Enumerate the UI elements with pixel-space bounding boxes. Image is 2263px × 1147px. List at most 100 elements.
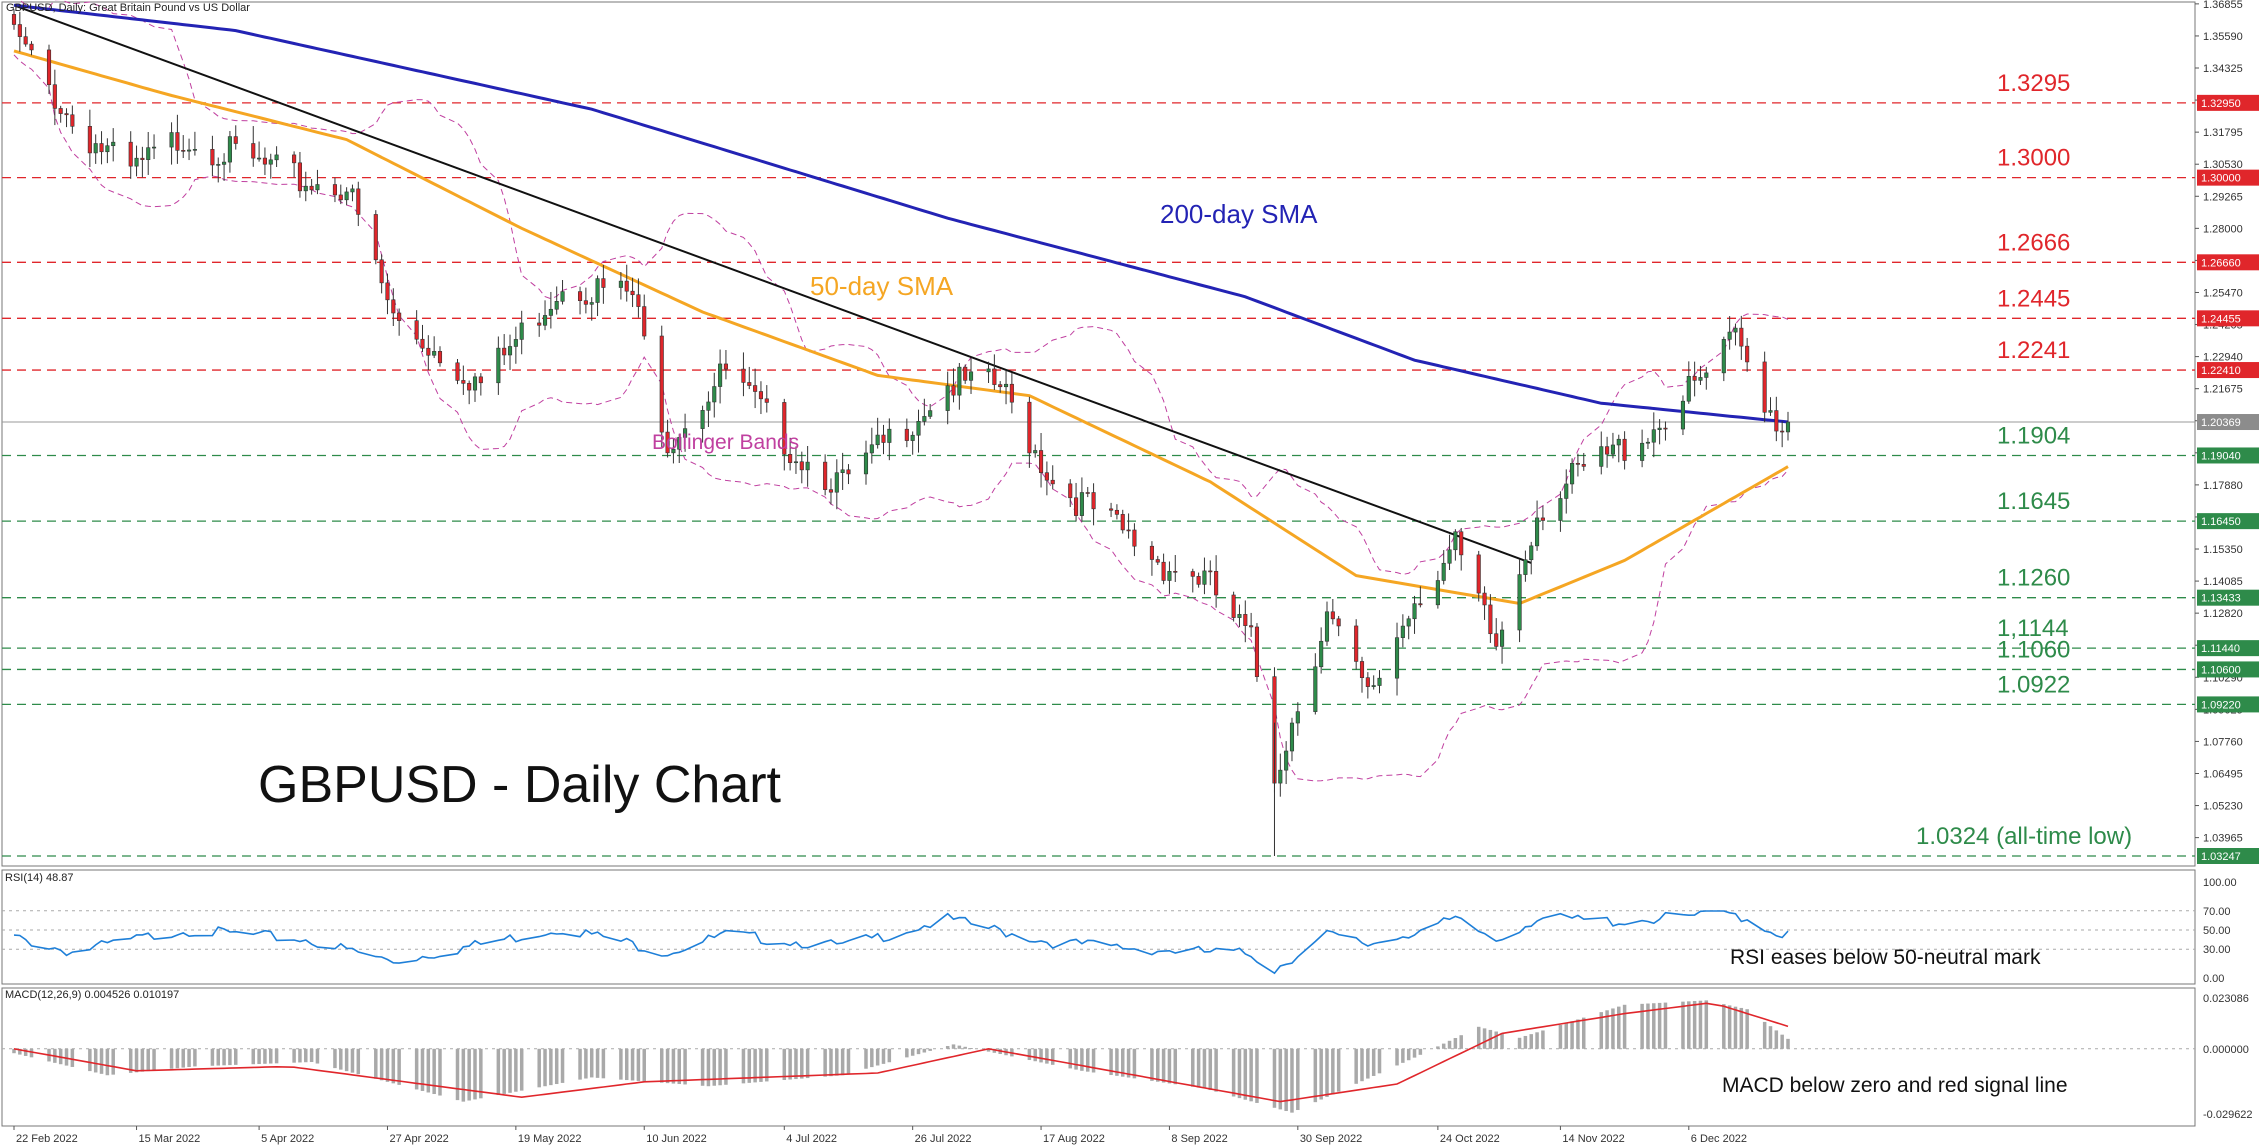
level-label-2: 1.2666 [1997, 229, 2070, 256]
candle-body [70, 114, 75, 127]
macd-bar [1436, 1046, 1440, 1049]
candle-body [1488, 604, 1493, 635]
macd-bar [1202, 1048, 1207, 1089]
macd-bar [1739, 1007, 1744, 1049]
macd-bar [193, 1048, 197, 1067]
macd-bar [1698, 1000, 1703, 1049]
macd-bar [269, 1048, 273, 1064]
macd-bar [1535, 1032, 1539, 1049]
candle-body [764, 398, 769, 403]
sma200-line [13, 3, 1789, 424]
candle-body [1050, 479, 1055, 485]
macd-bar [18, 1048, 22, 1055]
candle-body [99, 143, 104, 153]
candle-body [1319, 640, 1324, 668]
candle-body [718, 363, 723, 387]
price-tick-label: 1.21675 [2203, 384, 2243, 396]
macd-bar [1611, 1008, 1615, 1049]
macd-bar [537, 1048, 541, 1088]
level-tag-8 [2197, 640, 2259, 657]
candle-body [152, 146, 157, 149]
macd-bar [222, 1048, 226, 1066]
macd-bar [1622, 1004, 1627, 1049]
level-tag-1 [2197, 169, 2259, 186]
macd-bar [1576, 1019, 1580, 1049]
macd-bar [584, 1048, 588, 1079]
macd-bar [1296, 1048, 1300, 1111]
candle-body [1610, 444, 1615, 455]
macd-bar [963, 1046, 967, 1049]
price-tick-label: 1.31795 [2203, 127, 2243, 139]
macd-bar [1091, 1048, 1096, 1073]
candle-body [1651, 429, 1656, 443]
candle-body [472, 376, 478, 391]
candle-body [1459, 531, 1464, 556]
macd-bar [1156, 1048, 1160, 1082]
candle-body [11, 14, 17, 25]
candle-body [1039, 450, 1044, 473]
candle-body [268, 159, 273, 165]
candle-body [128, 141, 133, 167]
candle-body [1453, 531, 1458, 551]
candle-body [1657, 427, 1662, 430]
candle-body [1535, 517, 1540, 547]
candle-body [793, 461, 799, 464]
macd-bar [601, 1048, 606, 1079]
macd-bar [1191, 1048, 1195, 1087]
candle-body [210, 149, 215, 166]
macd-bar [1366, 1048, 1370, 1079]
candle-body [1529, 545, 1534, 561]
macd-bar [1068, 1048, 1072, 1069]
candle-body [1599, 446, 1604, 467]
candle-body [1254, 626, 1260, 677]
macd-bar [759, 1048, 763, 1082]
candle-body [1622, 438, 1627, 461]
candle-body [1476, 554, 1481, 594]
moving-averages [13, 3, 1789, 606]
candle-body [624, 280, 629, 292]
macd-bar [1733, 1006, 1738, 1049]
candle-body [187, 149, 192, 152]
candle-body [1167, 571, 1172, 581]
candle-body [315, 184, 320, 191]
macd-header: MACD(12,26,9) 0.004526 0.010197 [5, 989, 180, 1001]
macd-bar [560, 1048, 565, 1083]
macd-bar [1173, 1048, 1178, 1085]
candle-body [747, 382, 752, 386]
macd-panel-frame [1, 987, 2196, 1127]
macd-bar [1377, 1048, 1382, 1074]
candle-body [344, 191, 349, 201]
date-tick-label: 27 Apr 2022 [389, 1133, 448, 1145]
macd-bar [928, 1048, 932, 1051]
candle-body [642, 306, 647, 337]
macd-bar [712, 1048, 717, 1086]
macd-bar [414, 1048, 419, 1090]
candle-body [1278, 769, 1283, 784]
macd-bar [706, 1048, 711, 1087]
level-tag-text-1: 1.30000 [2201, 173, 2241, 185]
candle-body [1686, 375, 1691, 402]
candlestick-series [11, 9, 1791, 856]
macd-bar [677, 1048, 682, 1085]
candle-body [1377, 677, 1382, 686]
macd-bar [1196, 1048, 1201, 1088]
candle-body [1704, 372, 1709, 378]
candle-body [496, 347, 501, 384]
macd-bar [910, 1048, 915, 1056]
candle-body [986, 368, 991, 373]
macd-bar [1033, 1048, 1037, 1062]
price-tick-label: 1.35590 [2203, 31, 2243, 43]
level-tag-11 [2197, 848, 2259, 864]
candle-body [1575, 462, 1580, 465]
macd-bar [1313, 1048, 1318, 1103]
candle-body [904, 428, 909, 441]
level-tag-2 [2197, 254, 2259, 271]
candle-body [1231, 594, 1236, 618]
candle-body [262, 157, 267, 165]
descending-trendline [13, 4, 1532, 564]
candle-body [1359, 661, 1365, 678]
candle-body [1435, 580, 1440, 606]
macd-bar [753, 1048, 757, 1083]
candle-body [998, 384, 1003, 388]
bollinger-lower-band [13, 54, 1789, 782]
